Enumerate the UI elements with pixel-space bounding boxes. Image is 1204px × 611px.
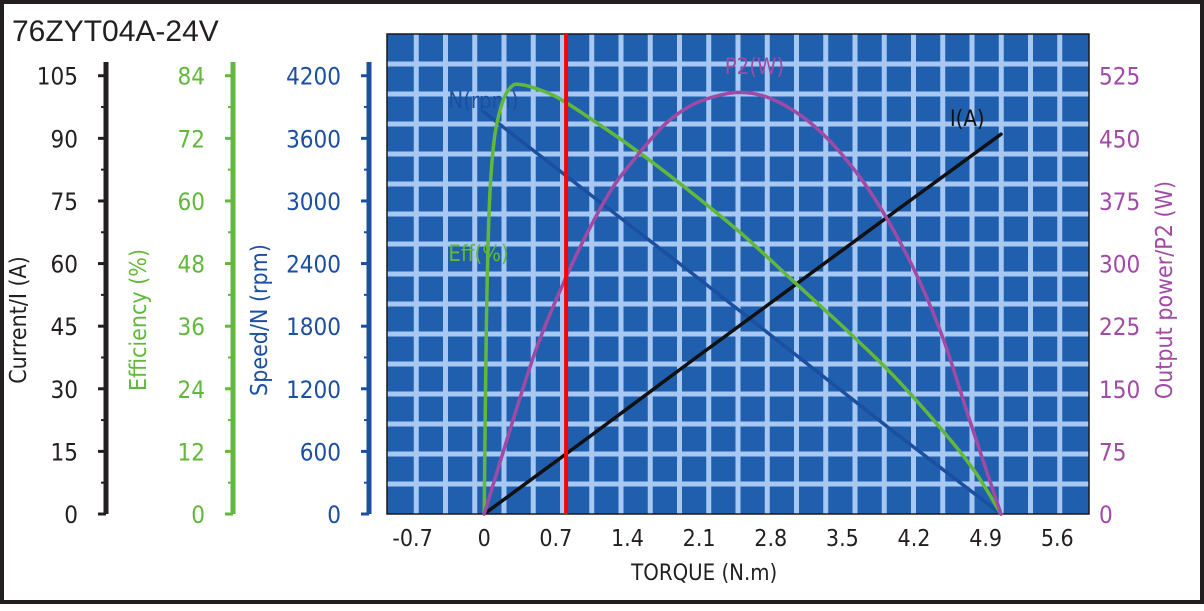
speed-tick-label: 1800: [286, 313, 341, 341]
efficiency-tick-label: 0: [191, 501, 205, 529]
current-tick-label: 0: [64, 501, 78, 529]
speed-tick-label: 3600: [286, 125, 341, 153]
y-axes: 0 15 30 45 60 75 90 105 Current/I (A) 0 12 24 36 48 60…: [6, 62, 1178, 529]
x-tick-label: 4.2: [898, 526, 931, 552]
power-tick-label: 300: [1099, 251, 1140, 279]
x-tick-label: 2.8: [754, 526, 787, 552]
power-tick-label: 450: [1099, 125, 1140, 153]
current-tick-label: 105: [37, 63, 78, 91]
current-tick-label: 30: [51, 376, 78, 404]
current-series-label: I(A): [950, 107, 985, 132]
current-tick-label: 75: [51, 188, 78, 216]
efficiency-tick-label: 24: [178, 376, 205, 404]
efficiency-tick-label: 48: [178, 251, 205, 279]
x-tick-label: 2.1: [683, 526, 716, 552]
x-tick-label: 5.6: [1041, 526, 1074, 552]
power-series-label: P2(W): [725, 55, 785, 80]
x-tick-label: 3.5: [826, 526, 859, 552]
plot-area: [386, 33, 1090, 515]
efficiency-axis-title: Efficiency (%): [126, 249, 152, 391]
current-tick-label: 90: [51, 125, 78, 153]
current-tick-label: 60: [51, 251, 78, 279]
efficiency-series-label: Eff(%): [448, 242, 508, 267]
efficiency-tick-label: 12: [178, 438, 205, 466]
x-tick-label: -0.7: [392, 526, 432, 552]
x-tick-label: 0.7: [539, 526, 572, 552]
current-tick-label: 15: [51, 438, 78, 466]
speed-tick-label: 1200: [286, 376, 341, 404]
speed-axis-title: Speed/N (rpm): [247, 244, 273, 396]
x-tick-label: 0: [478, 526, 491, 552]
speed-tick-label: 3000: [286, 188, 341, 216]
series-group: N(rpm)I(A)Eff(%)P2(W): [448, 34, 1003, 516]
speed-tick-label: 0: [327, 501, 341, 529]
efficiency-tick-label: 60: [178, 188, 205, 216]
efficiency-tick-label: 36: [178, 313, 205, 341]
power-axis-title: Output power/P2 (W): [1152, 181, 1178, 399]
axis-labels: -0.7 0 0.7 1.4 2.1 2.8 3.5 4.2 4.9 5.6 TORQUE (N.m…: [392, 526, 1073, 586]
power-tick-label: 375: [1099, 188, 1140, 216]
power-tick-label: 225: [1099, 313, 1140, 341]
current-axis-title: Current/I (A): [6, 256, 32, 384]
speed-tick-label: 4200: [286, 63, 341, 91]
power-tick-label: 525: [1099, 63, 1140, 91]
speed-tick-label: 600: [300, 438, 341, 466]
power-tick-label: 150: [1099, 376, 1140, 404]
current-tick-label: 45: [51, 313, 78, 341]
x-tick-label: 4.9: [969, 526, 1002, 552]
power-series-line: [482, 90, 1003, 516]
x-axis-label: TORQUE (N.m): [630, 561, 777, 586]
plot-border: [386, 33, 1090, 515]
efficiency-tick-label: 84: [178, 63, 205, 91]
current-series-line: [482, 132, 1003, 516]
power-tick-label: 75: [1099, 438, 1126, 466]
x-tick-label: 1.4: [611, 526, 644, 552]
speed-series-line: [482, 110, 1003, 516]
chart-title: 76ZYT04A-24V: [12, 15, 219, 48]
speed-tick-label: 2400: [286, 251, 341, 279]
power-tick-label: 0: [1099, 501, 1113, 529]
efficiency-tick-label: 72: [178, 125, 205, 153]
efficiency-series-line: [482, 82, 1003, 516]
